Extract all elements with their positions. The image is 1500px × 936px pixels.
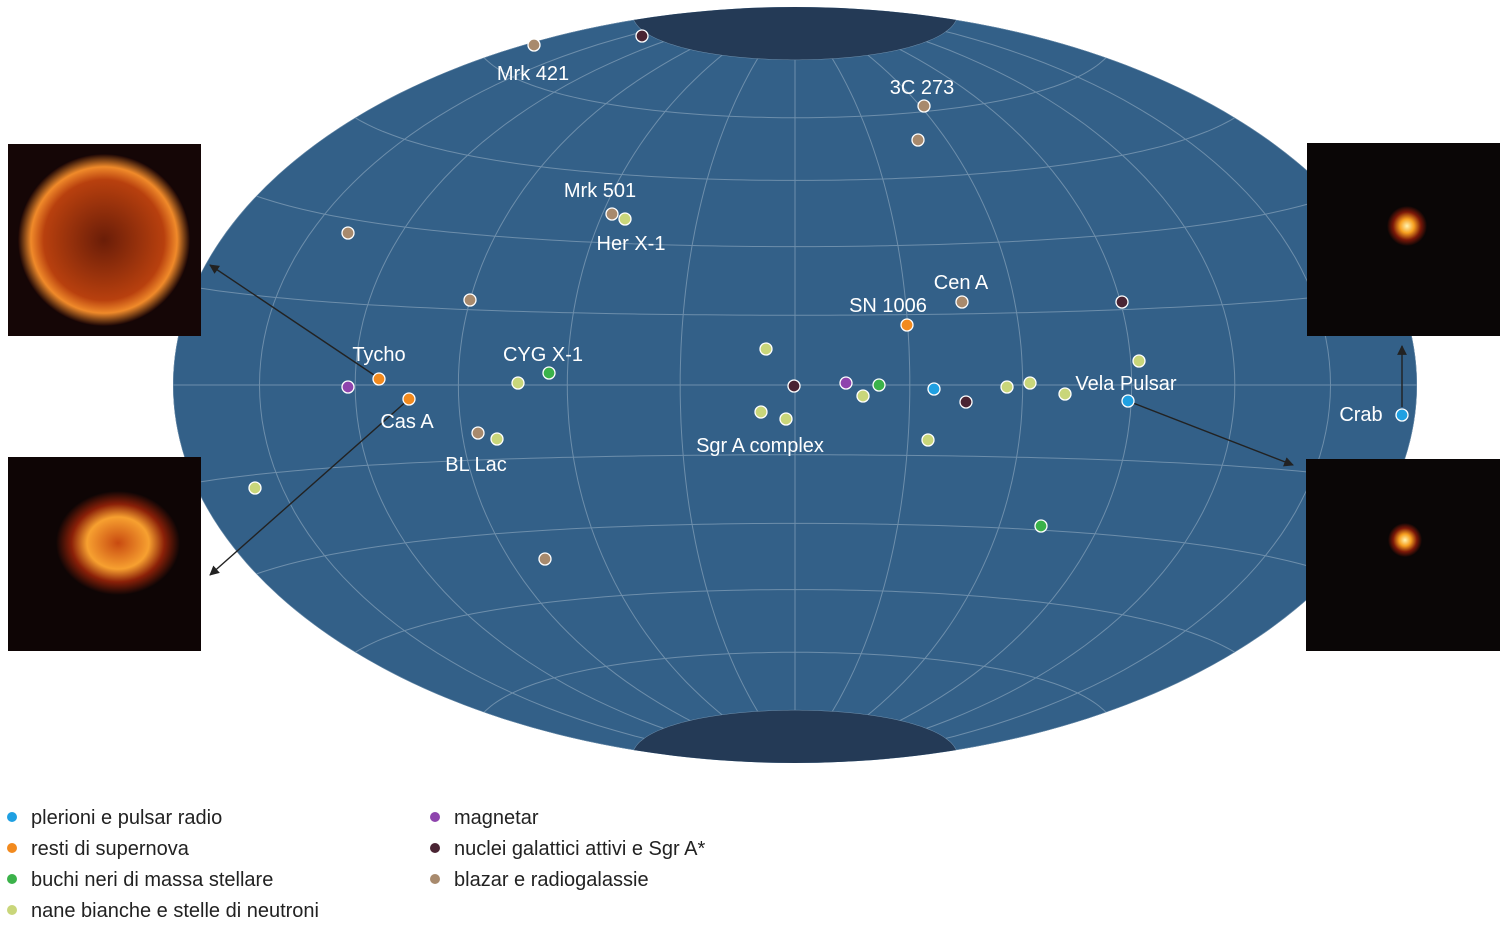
legend-dot [7,812,17,822]
source-dot [911,133,925,147]
arrow [1127,400,1294,467]
source-dot [921,433,935,447]
source-dot [1023,376,1037,390]
source-dot [618,212,632,226]
source-dot [490,432,504,446]
legend-dot [430,874,440,884]
source-dot [872,378,886,392]
inset-blob [1387,206,1427,246]
source-label: Crab [1339,404,1382,426]
meridian [354,7,796,763]
legend-label: plerioni e pulsar radio [31,807,222,829]
meridian [258,7,796,763]
source-label: Cas A [380,411,434,433]
meridian [566,7,796,763]
source-dot [372,372,386,386]
legend-label: resti di supernova [31,838,190,860]
source-label: Mrk 501 [564,180,636,202]
source-dot [248,481,262,495]
polar-cap [634,7,956,60]
source-label: Tycho [352,344,405,366]
source-label: Her X-1 [597,233,666,255]
source-dot [1000,380,1014,394]
legend-dot [7,874,17,884]
legend-label: nane bianche e stelle di neutroni [31,900,319,922]
source-dot [955,295,969,309]
source-label: Cen A [934,272,989,294]
source-dot [927,382,941,396]
meridian [794,7,1236,763]
polar-cap [634,710,956,763]
source-dot [959,395,973,409]
legend: plerioni e pulsar radio resti di supernov… [7,807,705,922]
source-dot [759,342,773,356]
arrows [209,264,1407,576]
source-dot [527,38,541,52]
source-dot [1395,408,1409,422]
source-dot [1132,354,1146,368]
source-labels: Mrk 421 3C 273 Mrk 501 Her X-1 Cen A SN 1006 T… [352,63,1382,476]
legend-dot [7,905,17,915]
legend-dot [430,843,440,853]
sources [248,29,1409,566]
source-label: BL Lac [445,454,507,476]
source-label: Sgr A complex [696,435,824,457]
source-dot [1115,295,1129,309]
source-dot [779,412,793,426]
legend-label: buchi neri di massa stellare [31,869,273,891]
source-dot [471,426,485,440]
source-dot [787,379,801,393]
legend-dot [7,843,17,853]
source-label: Vela Pulsar [1075,373,1177,395]
source-dot [856,389,870,403]
source-dot [402,392,416,406]
source-dot [839,376,853,390]
legend-label: magnetar [454,807,539,829]
source-label: Mrk 421 [497,63,569,85]
source-dot [605,207,619,221]
source-dot [1058,387,1072,401]
source-dot [1121,394,1135,408]
source-dot [542,366,556,380]
source-dot [900,318,914,332]
source-label: CYG X-1 [503,344,583,366]
legend-label: blazar e radiogalassie [454,869,649,891]
source-label: 3C 273 [890,77,955,99]
legend-dot [430,812,440,822]
source-dot [341,380,355,394]
inset-blob [18,154,190,326]
source-dot [635,29,649,43]
insets [8,143,1500,651]
source-dot [1034,519,1048,533]
meridian [679,7,796,763]
source-label: SN 1006 [849,295,927,317]
arrow [209,264,381,380]
source-dot [463,293,477,307]
source-dot [538,552,552,566]
meridian [794,7,1133,763]
inset-blob [56,491,180,595]
source-dot [511,376,525,390]
meridian [794,7,1332,763]
inset-blob [1388,523,1422,557]
arrow [209,398,410,576]
meridian [457,7,796,763]
meridian [794,7,911,763]
source-dot [754,405,768,419]
source-dot [917,99,931,113]
source-dot [341,226,355,240]
legend-label: nuclei galattici attivi e Sgr A* [454,838,705,860]
